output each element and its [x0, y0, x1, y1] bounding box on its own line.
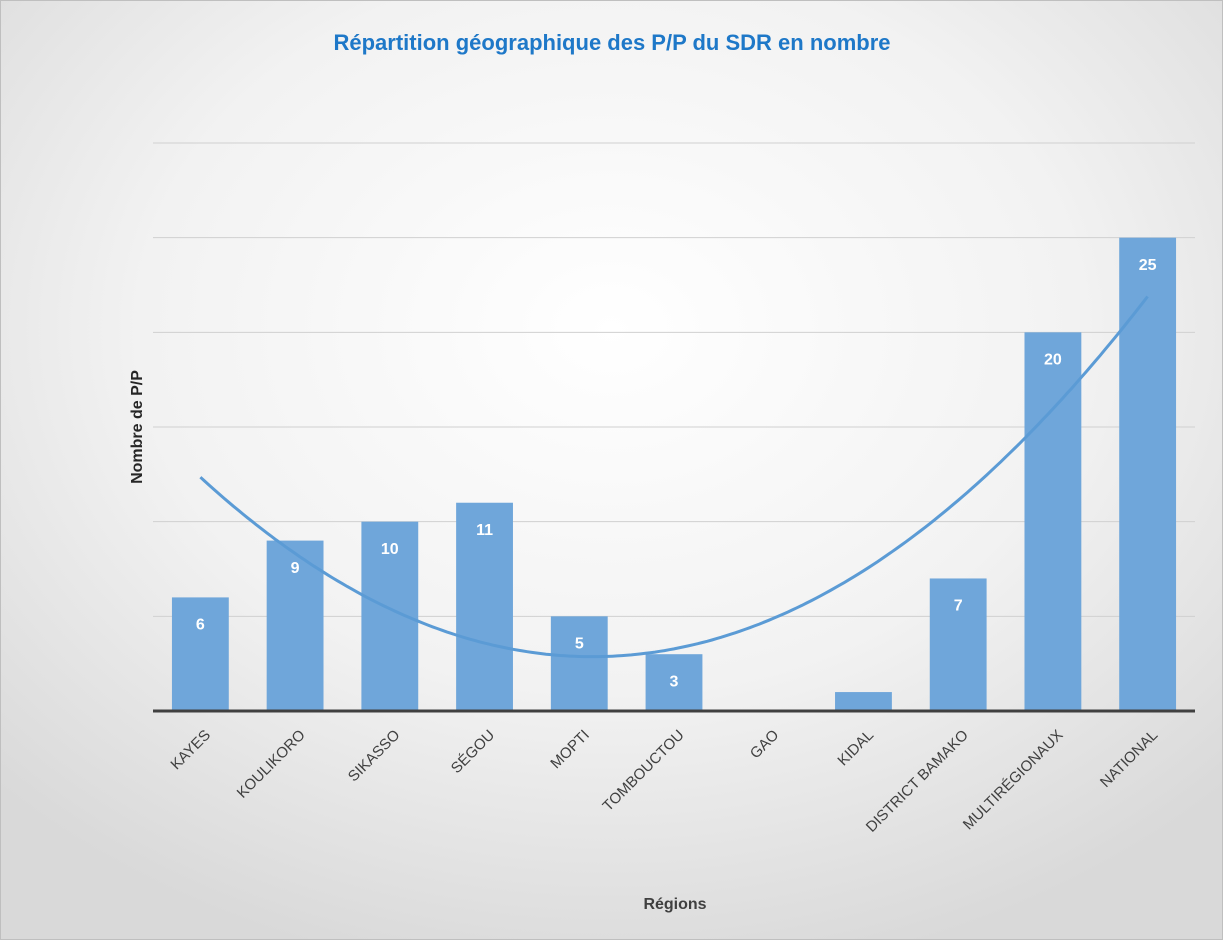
x-axis-label: Régions — [643, 896, 706, 913]
bar — [266, 540, 324, 711]
bar — [835, 692, 892, 711]
data-label: 6 — [196, 617, 205, 634]
bar — [456, 502, 513, 711]
trendline — [199, 295, 1149, 659]
data-label: 20 — [1044, 352, 1062, 369]
data-label: 10 — [381, 541, 399, 558]
data-label: 5 — [575, 636, 584, 653]
data-label: 25 — [1139, 257, 1157, 274]
data-label: 11 — [476, 522, 493, 539]
bar — [550, 616, 608, 711]
data-label: 3 — [670, 673, 679, 690]
bar — [1119, 237, 1177, 711]
chart-title: Répartition géographique des P/P du SDR … — [334, 30, 891, 55]
bar — [171, 597, 229, 711]
bar — [1024, 332, 1082, 711]
bar — [645, 654, 703, 711]
bar — [929, 578, 987, 711]
data-label: 9 — [291, 560, 300, 577]
data-label: 7 — [954, 598, 963, 615]
y-axis-label: Nombre de P/P — [129, 370, 146, 484]
